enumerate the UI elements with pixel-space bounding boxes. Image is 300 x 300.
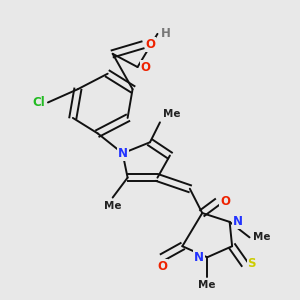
Text: Cl: Cl [32, 96, 45, 109]
Text: Me: Me [104, 200, 122, 211]
Text: Me: Me [253, 232, 270, 242]
Text: S: S [248, 257, 256, 270]
Text: H: H [160, 27, 170, 40]
Text: N: N [118, 147, 128, 160]
Text: Me: Me [163, 110, 180, 119]
Text: O: O [140, 61, 151, 74]
Text: N: N [194, 251, 204, 264]
Text: Me: Me [199, 280, 216, 290]
Text: N: N [232, 215, 243, 228]
Text: O: O [158, 260, 167, 273]
Text: O: O [220, 196, 230, 208]
Text: O: O [146, 38, 155, 51]
